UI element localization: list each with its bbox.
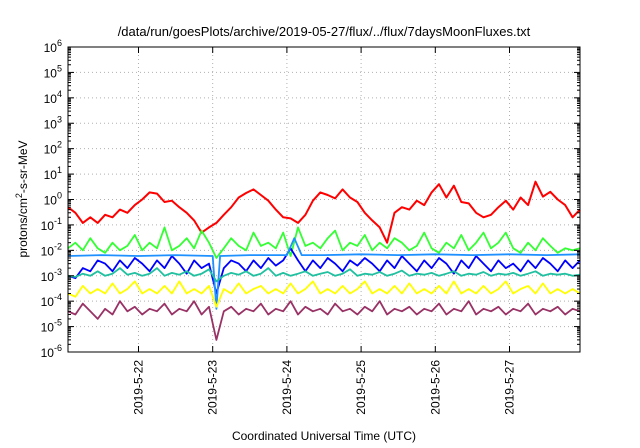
y-tick-label: 106 [44,38,62,55]
y-tick-label: 10-6 [41,343,62,360]
series-line-7 [67,300,581,341]
x-tick-label: 2019-5-25 [354,360,368,415]
data-series [67,180,581,341]
series-line-3 [67,247,581,295]
x-tick-label: 2019-5-27 [503,360,517,415]
y-tick-label: 101 [44,165,62,182]
y-tick-label: 105 [44,63,62,80]
y-tick-label: 10-4 [41,292,62,309]
series-line-6 [67,280,581,308]
y-tick-label: 103 [44,114,62,131]
series-line-1 [67,180,581,244]
y-tick-label: 10-5 [41,318,62,335]
chart-title: /data/run/goesPlots/archive/2019-05-27/f… [118,24,531,39]
y-axis: 10-6 10-5 10-4 10-3 10-2 10-1 100 101 102 103 104 1… [41,38,580,360]
y-tick-label: 104 [44,89,62,106]
x-tick-label: 2019-5-22 [131,360,145,415]
series-line-4 [67,237,581,310]
x-axis-label: Coordinated Universal Time (UTC) [232,429,416,443]
x-axis: 2019-5-22 2019-5-23 2019-5-24 2019-5-25 2019… [131,47,517,415]
y-tick-label: 102 [44,140,62,157]
x-tick-label: 2019-5-23 [206,360,220,415]
x-tick-label: 2019-5-24 [280,360,294,415]
x-tick-label: 2019-5-26 [428,360,442,415]
series-line-2 [67,226,581,259]
series-line-5 [67,267,581,283]
y-tick-label: 10-3 [41,267,62,284]
y-tick-label: 100 [44,191,62,208]
y-tick-label: 10-1 [41,216,62,233]
grid-lines [68,47,580,352]
y-axis-label: protons/cm2-s-sr-MeV [14,140,30,257]
y-tick-label: 10-2 [41,241,62,258]
